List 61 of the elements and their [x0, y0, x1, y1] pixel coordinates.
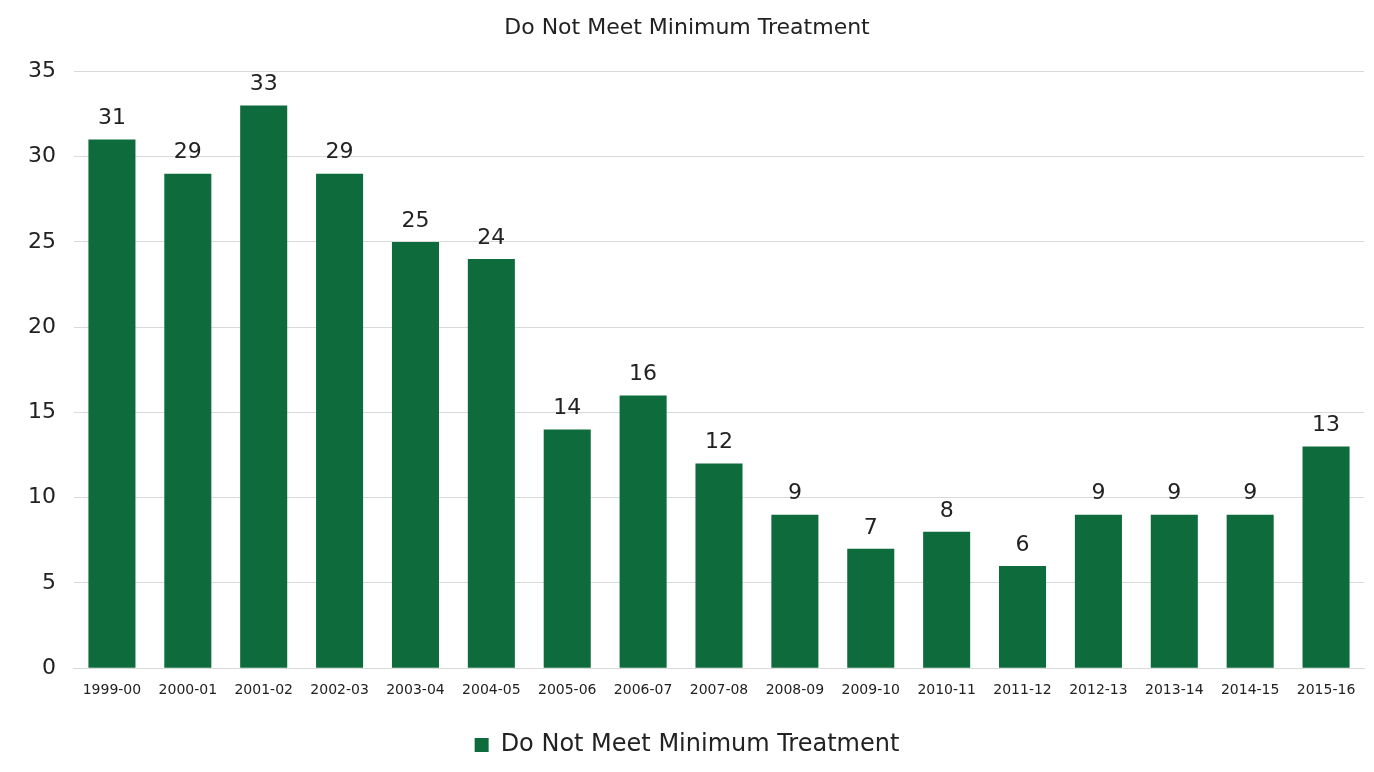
- x-tick-label: 2004-05: [462, 681, 521, 698]
- x-tick-label: 2009-10: [841, 681, 901, 698]
- bar: [543, 429, 591, 668]
- x-tick-label: 2005-06: [537, 681, 597, 698]
- x-tick-label: 2015-16: [1296, 681, 1356, 698]
- data-label: 9: [1091, 479, 1106, 505]
- data-label: 29: [325, 138, 354, 164]
- bar: [164, 173, 212, 668]
- data-label: 16: [629, 360, 658, 386]
- bar: [999, 565, 1047, 668]
- data-label: 9: [1167, 479, 1182, 505]
- bar: [847, 548, 895, 668]
- bar: [1150, 514, 1198, 668]
- x-tick-label: 2013-14: [1145, 681, 1204, 698]
- x-tick-label: 2000-01: [158, 681, 218, 698]
- y-tick-label: 20: [27, 312, 56, 338]
- x-tick-label: 2010-11: [917, 681, 976, 698]
- y-tick-label: 35: [27, 57, 56, 83]
- data-label: 7: [863, 513, 878, 539]
- data-label: 9: [1243, 479, 1258, 505]
- y-tick-label: 5: [41, 568, 56, 594]
- x-tick-label: 2006-07: [613, 681, 673, 698]
- data-label: 24: [477, 223, 506, 249]
- bar: [1302, 446, 1350, 668]
- bar: [391, 241, 439, 668]
- bar: [467, 258, 515, 668]
- bar: [240, 105, 288, 668]
- bar: [923, 531, 971, 668]
- y-tick-label: 10: [27, 483, 56, 509]
- data-label: 12: [705, 428, 733, 454]
- data-label: 13: [1312, 411, 1341, 437]
- data-label: 9: [787, 479, 802, 505]
- x-tick-label: 2003-04: [386, 681, 445, 698]
- x-tick-label: 2011-12: [993, 681, 1052, 698]
- x-tick-label: 2001-02: [234, 681, 293, 698]
- chart-title: Do Not Meet Minimum Treatment: [504, 13, 871, 39]
- bar: [619, 395, 667, 668]
- x-tick-label: 2014-15: [1220, 681, 1280, 698]
- data-label: 31: [97, 104, 126, 130]
- bar: [695, 463, 743, 668]
- data-label: 25: [401, 206, 430, 232]
- data-label: 33: [249, 70, 278, 96]
- bar: [771, 514, 819, 668]
- y-tick-label: 15: [27, 398, 56, 424]
- data-label: 14: [553, 394, 582, 420]
- data-label: 6: [1015, 530, 1030, 556]
- bar: [88, 139, 136, 668]
- data-label: 8: [939, 496, 954, 522]
- y-tick-label: 0: [41, 653, 56, 679]
- data-label: 29: [173, 138, 202, 164]
- bar: [1226, 514, 1274, 668]
- x-tick-label: 2002-03: [310, 681, 369, 698]
- bar: [1074, 514, 1122, 668]
- y-tick-label: 25: [27, 227, 56, 253]
- x-tick-label: 2007-08: [689, 681, 749, 698]
- x-tick-label: 1999-00: [82, 681, 142, 698]
- legend-label: Do Not Meet Minimum Treatment: [500, 729, 900, 758]
- x-tick-label: 2012-13: [1069, 681, 1128, 698]
- y-tick-label: 30: [27, 142, 56, 168]
- x-tick-label: 2008-09: [765, 681, 825, 698]
- bar: [316, 173, 364, 668]
